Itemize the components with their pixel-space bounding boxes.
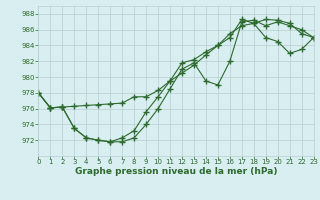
X-axis label: Graphe pression niveau de la mer (hPa): Graphe pression niveau de la mer (hPa)	[75, 167, 277, 176]
